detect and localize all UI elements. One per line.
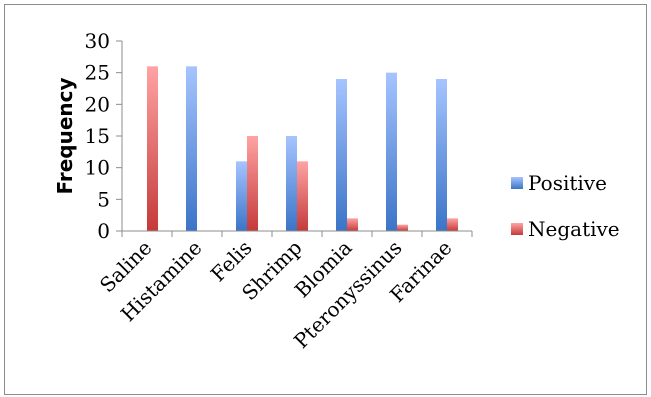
legend-swatch-positive [511,177,523,189]
bar-positive-pteronyssinus [386,72,397,232]
y-tick-label: 0 [97,219,110,243]
bar-positive-farinae [436,79,447,231]
bar-negative-farinae [447,218,458,231]
y-axis-label: Frequency [53,77,77,194]
y-tick-label: 30 [85,29,110,53]
bar-positive-histamine [186,66,197,231]
bars [147,66,458,232]
legend: Positive Negative [511,171,620,241]
bar-positive-shrimp [286,136,297,231]
y-tick-label: 15 [85,124,110,148]
y-tick-label: 25 [85,61,110,85]
bar-negative-pteronyssinus [397,224,408,231]
bar-negative-saline [147,66,158,231]
y-tick-label: 20 [85,92,110,116]
legend-swatch-negative [511,223,523,235]
bar-positive-felis [236,161,247,231]
y-tick-label: 10 [85,156,110,180]
bar-negative-blomia [347,218,358,231]
bar-negative-felis [247,136,258,231]
legend-label-positive: Positive [528,171,607,195]
chart-frame [4,4,647,395]
bar-negative-shrimp [297,161,308,231]
y-tick-label: 5 [97,187,110,211]
y-axis-ticks: 0 5 10 15 20 25 30 [85,29,122,243]
bar-positive-blomia [336,79,347,231]
legend-label-negative: Negative [528,217,620,241]
